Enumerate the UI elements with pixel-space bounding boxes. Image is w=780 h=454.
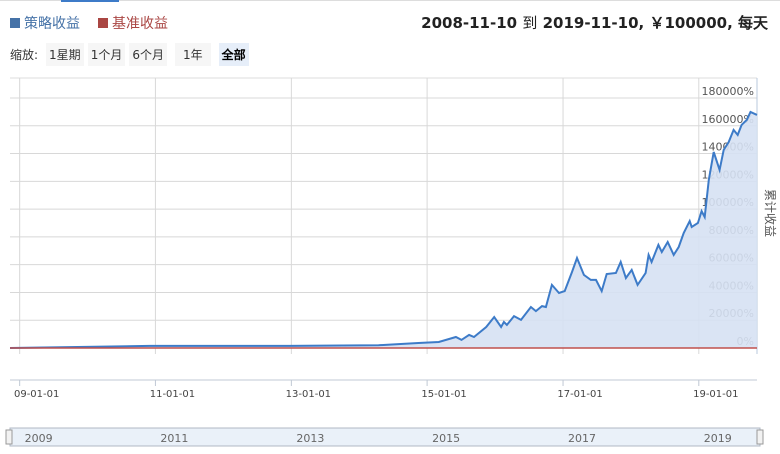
navigator-label: 2019 — [704, 432, 732, 445]
strategy-line — [9, 110, 758, 349]
legend-item-benchmark[interactable]: 基准收益 — [98, 13, 168, 33]
legend-swatch-strategy — [10, 18, 20, 28]
navigator-label: 2017 — [568, 432, 596, 445]
y-axis-label: 累计收益 — [763, 189, 777, 237]
zoom-1week-button[interactable]: 1星期 — [46, 43, 84, 66]
title-rest: 2019-11-10, ￥100000, 每天 — [542, 14, 768, 32]
legend-swatch-benchmark — [98, 18, 108, 28]
x-tick-label: 19-01-01 — [693, 389, 738, 400]
zoom-selector: 缩放: 1星期 1个月 6个月 1年 全部 — [10, 43, 253, 66]
x-tick-label: 11-01-01 — [150, 389, 195, 400]
chart-title: 2008-11-10 到 2019-11-10, ￥100000, 每天 — [421, 12, 768, 33]
zoom-label: 缩放: — [10, 48, 39, 62]
navigator-left-handle[interactable] — [5, 429, 13, 445]
legend-item-strategy[interactable]: 策略收益 — [10, 13, 80, 33]
navigator-label: 2015 — [432, 432, 460, 445]
navigator-range — [9, 427, 761, 447]
title-to: 到 — [522, 14, 538, 32]
x-tick-label: 17-01-01 — [557, 389, 602, 400]
x-tick-label: 09-01-01 — [14, 389, 59, 400]
top-divider — [0, 0, 780, 1]
y-tick-label: 160000% — [702, 113, 754, 126]
y-tick-label: 180000% — [702, 85, 754, 98]
zoom-all-button[interactable]: 全部 — [218, 43, 249, 66]
title-start-date: 2008-11-10 — [421, 14, 518, 32]
x-tick-label: 15-01-01 — [421, 389, 466, 400]
zoom-1year-button[interactable]: 1年 — [174, 43, 211, 66]
active-tab-indicator — [61, 0, 119, 2]
navigator-label: 2013 — [296, 432, 324, 445]
zoom-1month-button[interactable]: 1个月 — [87, 43, 126, 66]
legend: 策略收益 基准收益 — [10, 13, 168, 33]
x-tick-label: 13-01-01 — [286, 389, 331, 400]
strategy-area — [10, 112, 757, 348]
zoom-6month-button[interactable]: 6个月 — [129, 43, 167, 66]
legend-label-strategy: 策略收益 — [24, 16, 80, 32]
navigator-label: 2009 — [25, 432, 53, 445]
navigator-label: 2011 — [160, 432, 188, 445]
legend-label-benchmark: 基准收益 — [112, 16, 168, 32]
navigator-right-handle[interactable] — [756, 429, 764, 445]
